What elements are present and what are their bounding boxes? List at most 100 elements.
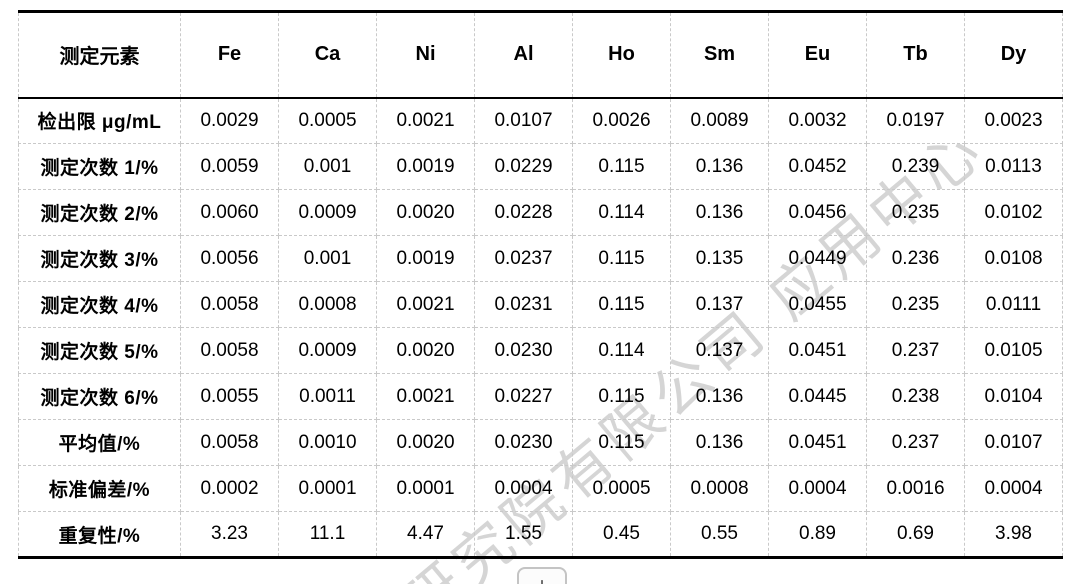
data-cell: 0.0026 [572, 97, 671, 144]
data-cell: 11.1 [278, 511, 377, 558]
data-cell: 0.0111 [964, 281, 1063, 328]
data-cell: 0.0455 [768, 281, 867, 328]
data-cell: 0.0020 [376, 189, 475, 236]
column-header-sm: Sm [670, 11, 769, 99]
measurement-table: 测定元素 Fe Ca Ni Al Ho Sm Eu Tb Dy 检出限 μg/mL 0.0029 0… [18, 10, 1063, 559]
data-cell: 0.115 [572, 373, 671, 420]
data-cell: 4.47 [376, 511, 475, 558]
column-header-eu: Eu [768, 11, 867, 99]
table-row: 标准偏差/% 0.0002 0.0001 0.0001 0.0004 0.0005 0.00… [18, 465, 1063, 512]
data-cell: 0.239 [866, 143, 965, 190]
add-button[interactable]: + [517, 567, 567, 584]
column-header-ca: Ca [278, 11, 377, 99]
column-header-al: Al [474, 11, 573, 99]
table-body: 检出限 μg/mL 0.0029 0.0005 0.0021 0.0107 0.0026 0… [18, 97, 1063, 558]
column-header-ni: Ni [376, 11, 475, 99]
data-cell: 0.0060 [180, 189, 279, 236]
data-cell: 0.236 [866, 235, 965, 282]
data-cell: 0.0197 [866, 97, 965, 144]
data-cell: 0.0009 [278, 189, 377, 236]
table-row: 测定次数 1/% 0.0059 0.001 0.0019 0.0229 0.115 0.13… [18, 143, 1063, 190]
data-cell: 0.0004 [474, 465, 573, 512]
data-cell: 0.0002 [180, 465, 279, 512]
data-cell: 0.89 [768, 511, 867, 558]
row-label: 平均值/% [18, 419, 181, 466]
plus-icon: + [535, 569, 549, 584]
table-row: 测定次数 4/% 0.0058 0.0008 0.0021 0.0231 0.115 0.1… [18, 281, 1063, 328]
column-header-fe: Fe [180, 11, 279, 99]
data-cell: 0.115 [572, 419, 671, 466]
row-label: 测定次数 6/% [18, 373, 181, 420]
data-cell: 0.136 [670, 189, 769, 236]
data-cell: 0.55 [670, 511, 769, 558]
data-cell: 0.0001 [376, 465, 475, 512]
data-cell: 0.0011 [278, 373, 377, 420]
row-label: 测定次数 3/% [18, 235, 181, 282]
data-cell: 0.0230 [474, 419, 573, 466]
data-cell: 0.0021 [376, 97, 475, 144]
table-row: 测定次数 6/% 0.0055 0.0011 0.0021 0.0227 0.115 0.1… [18, 373, 1063, 420]
data-cell: 0.0021 [376, 281, 475, 328]
row-label: 测定次数 1/% [18, 143, 181, 190]
row-label: 标准偏差/% [18, 465, 181, 512]
data-cell: 0.0029 [180, 97, 279, 144]
data-cell: 0.136 [670, 419, 769, 466]
data-cell: 0.0227 [474, 373, 573, 420]
data-cell: 0.0105 [964, 327, 1063, 374]
data-cell: 0.0237 [474, 235, 573, 282]
column-header-tb: Tb [866, 11, 965, 99]
data-cell: 0.237 [866, 327, 965, 374]
data-cell: 0.0452 [768, 143, 867, 190]
data-cell: 0.0004 [964, 465, 1063, 512]
row-label: 检出限 μg/mL [18, 97, 181, 144]
data-cell: 0.235 [866, 281, 965, 328]
data-cell: 0.115 [572, 143, 671, 190]
data-cell: 0.0020 [376, 419, 475, 466]
data-cell: 0.0016 [866, 465, 965, 512]
data-cell: 0.0451 [768, 327, 867, 374]
data-cell: 0.0451 [768, 419, 867, 466]
header-row: 测定元素 Fe Ca Ni Al Ho Sm Eu Tb Dy [18, 11, 1063, 99]
data-cell: 0.115 [572, 281, 671, 328]
data-cell: 0.0005 [278, 97, 377, 144]
data-cell: 0.69 [866, 511, 965, 558]
data-cell: 0.45 [572, 511, 671, 558]
data-cell: 3.23 [180, 511, 279, 558]
data-cell: 0.235 [866, 189, 965, 236]
data-cell: 0.137 [670, 281, 769, 328]
data-cell: 0.0058 [180, 327, 279, 374]
table-row: 检出限 μg/mL 0.0029 0.0005 0.0021 0.0107 0.0026 0… [18, 97, 1063, 144]
column-header-ho: Ho [572, 11, 671, 99]
data-cell: 0.0023 [964, 97, 1063, 144]
data-cell: 0.0102 [964, 189, 1063, 236]
table-row: 测定次数 3/% 0.0056 0.001 0.0019 0.0237 0.115 0.13… [18, 235, 1063, 282]
data-cell: 0.136 [670, 373, 769, 420]
data-cell: 0.238 [866, 373, 965, 420]
corner-header: 测定元素 [18, 11, 181, 99]
data-cell: 0.0020 [376, 327, 475, 374]
data-cell: 0.0108 [964, 235, 1063, 282]
data-cell: 0.135 [670, 235, 769, 282]
data-cell: 0.0019 [376, 235, 475, 282]
data-cell: 0.114 [572, 189, 671, 236]
data-cell: 0.0059 [180, 143, 279, 190]
data-cell: 0.237 [866, 419, 965, 466]
data-cell: 0.114 [572, 327, 671, 374]
data-cell: 0.0005 [572, 465, 671, 512]
data-cell: 0.115 [572, 235, 671, 282]
data-cell: 0.0231 [474, 281, 573, 328]
data-cell: 0.0021 [376, 373, 475, 420]
table-row: 重复性/% 3.23 11.1 4.47 1.55 0.45 0.55 0.89 0.69 3.9… [18, 511, 1063, 558]
table-row: 测定次数 2/% 0.0060 0.0009 0.0020 0.0228 0.114 0.1… [18, 189, 1063, 236]
data-cell: 0.0107 [964, 419, 1063, 466]
row-label: 重复性/% [18, 511, 181, 558]
data-cell: 0.0008 [670, 465, 769, 512]
data-cell: 0.0104 [964, 373, 1063, 420]
data-cell: 0.0449 [768, 235, 867, 282]
data-cell: 0.0008 [278, 281, 377, 328]
data-cell: 0.0058 [180, 281, 279, 328]
data-cell: 0.137 [670, 327, 769, 374]
data-cell: 0.0228 [474, 189, 573, 236]
data-cell: 1.55 [474, 511, 573, 558]
